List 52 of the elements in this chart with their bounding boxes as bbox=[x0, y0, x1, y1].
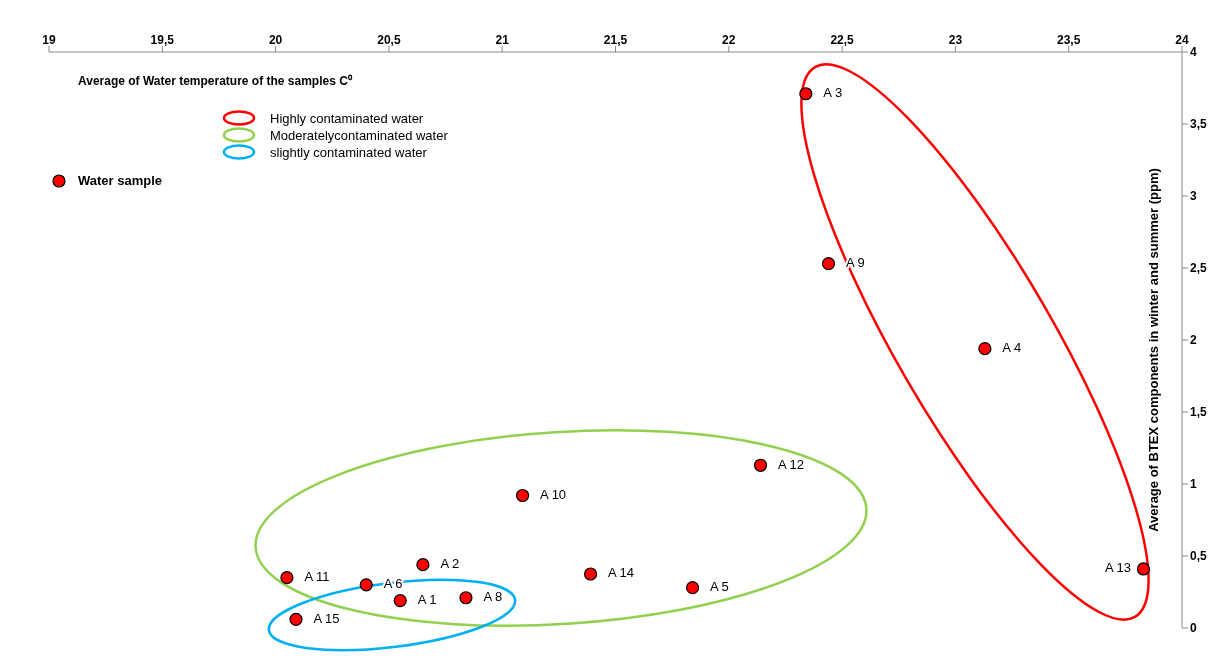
data-label: A 4 bbox=[1002, 340, 1022, 356]
point bbox=[289, 612, 303, 626]
point bbox=[821, 257, 836, 271]
x-tick-label: 21 bbox=[495, 33, 510, 47]
x-tick-label: 23,5 bbox=[1057, 33, 1081, 47]
x-tick-label: 22,5 bbox=[830, 33, 855, 47]
x-tick-label: 24 bbox=[1175, 33, 1189, 47]
data-label: A 2 bbox=[440, 556, 460, 572]
point bbox=[583, 567, 598, 581]
data-label: A 8 bbox=[483, 589, 503, 605]
x-tick-label: 21,5 bbox=[603, 33, 628, 47]
point bbox=[685, 581, 700, 595]
data-label: A 3 bbox=[823, 85, 843, 101]
y-axis-title: Average of BTEX components in winter and summer (ppm) bbox=[1146, 168, 1161, 532]
data-label: A 1 bbox=[417, 592, 437, 608]
x-tick-label: 19 bbox=[42, 33, 56, 47]
point bbox=[753, 458, 768, 472]
y-tick-label: 1 bbox=[1190, 477, 1197, 492]
point bbox=[1136, 562, 1151, 576]
point bbox=[459, 591, 473, 605]
point bbox=[393, 594, 407, 608]
x-tick-label: 23 bbox=[948, 33, 963, 47]
point bbox=[416, 558, 430, 572]
x-tick-label: 20 bbox=[268, 33, 283, 47]
point bbox=[799, 87, 813, 101]
data-label: A 14 bbox=[608, 565, 635, 581]
x-tick-label: 19,5 bbox=[150, 33, 175, 47]
y-tick-label: 0,5 bbox=[1190, 549, 1208, 564]
data-label: A 13 bbox=[1104, 560, 1131, 576]
y-tick-label: 1,5 bbox=[1190, 405, 1208, 420]
x-tick-label: 20,5 bbox=[377, 33, 401, 47]
data-label: A 12 bbox=[778, 456, 805, 472]
data-label: A 5 bbox=[710, 579, 729, 595]
annotation: Highly contaminated water bbox=[270, 110, 424, 126]
point bbox=[280, 571, 294, 585]
x-tick-label: 22 bbox=[722, 33, 736, 47]
annotation: Moderatelycontaminated water bbox=[270, 127, 448, 143]
annotation: slightly contaminated water bbox=[270, 144, 427, 160]
y-tick-label: 3 bbox=[1190, 189, 1197, 204]
x-axis-title: Average of Water temperature of the samples C⁰ bbox=[78, 74, 353, 88]
y-tick-label: 4 bbox=[1190, 45, 1197, 60]
y-tick-label: 3,5 bbox=[1190, 117, 1208, 132]
y-tick-label: 2 bbox=[1190, 333, 1197, 348]
point bbox=[359, 578, 373, 592]
legend-label: Water sample bbox=[78, 173, 163, 188]
data-label: A 10 bbox=[540, 487, 567, 503]
data-label: A 15 bbox=[313, 610, 340, 626]
point bbox=[515, 488, 530, 503]
y-tick-label: 2,5 bbox=[1190, 261, 1208, 276]
data-label: A 11 bbox=[304, 569, 330, 585]
y-tick-label: 0 bbox=[1190, 621, 1197, 636]
point bbox=[978, 342, 992, 356]
